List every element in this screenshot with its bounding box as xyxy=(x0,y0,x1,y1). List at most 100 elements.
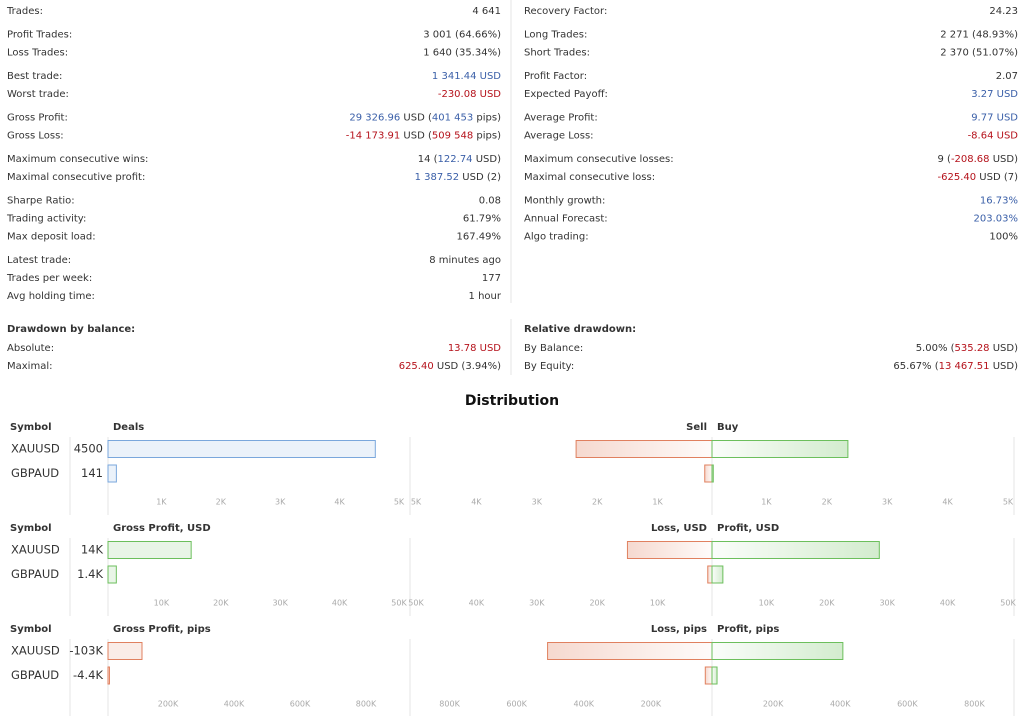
section-title: Distribution xyxy=(465,393,559,409)
x-tick-label: 5K xyxy=(394,498,405,507)
stat-value: 24.23 xyxy=(989,6,1018,17)
x-tick-label: 1K xyxy=(156,498,167,507)
bar xyxy=(107,642,143,660)
x-tick-label: 50K xyxy=(391,599,407,608)
x-tick-label: 4K xyxy=(334,498,345,507)
x-tick-label: 50K xyxy=(408,599,424,608)
x-tick-label: 1K xyxy=(761,498,772,507)
bar xyxy=(704,464,713,483)
stat-value: 16.73% xyxy=(980,196,1018,207)
stat-value: 9 (-208.68 USD) xyxy=(937,154,1018,165)
value-part: -230.08 USD xyxy=(438,89,501,100)
value-part: pips) xyxy=(473,113,501,124)
stat-value: -625.40 USD (7) xyxy=(938,172,1019,183)
stat-value: 14 (122.74 USD) xyxy=(418,154,501,165)
x-tick-label: 200K xyxy=(763,700,784,709)
bar xyxy=(711,464,714,483)
value-part: 167.49% xyxy=(457,232,502,243)
stat-label: Long Trades: xyxy=(524,30,587,41)
value-part: 1 387.52 xyxy=(415,172,460,183)
value-label: 4500 xyxy=(74,442,103,456)
stat-label: Maximum consecutive wins: xyxy=(7,154,148,165)
value-part: 8 minutes ago xyxy=(429,255,501,266)
value-part: 29 326.96 xyxy=(349,113,400,124)
bar xyxy=(711,541,880,559)
x-tick-label: 400K xyxy=(830,700,851,709)
value-part: -14 173.91 xyxy=(346,131,401,142)
x-tick-label: 4K xyxy=(471,498,482,507)
chart-title: Deals xyxy=(113,422,144,433)
stat-label: Gross Profit: xyxy=(7,113,68,124)
x-tick-label: 40K xyxy=(940,599,956,608)
x-tick-label: 20K xyxy=(819,599,835,608)
stat-value: 100% xyxy=(989,232,1018,243)
value-label: 14K xyxy=(81,543,104,557)
symbol: GBPAUD xyxy=(11,668,59,682)
x-tick-label: 600K xyxy=(506,700,527,709)
stat-label: Profit Factor: xyxy=(524,71,587,82)
x-tick-label: 2K xyxy=(592,498,603,507)
stat-value: 1 hour xyxy=(469,291,502,302)
stat-label: Absolute: xyxy=(7,343,54,354)
x-tick-label: 30K xyxy=(879,599,895,608)
value-part: 2 271 (48.93%) xyxy=(940,30,1018,41)
x-tick-label: 20K xyxy=(213,599,229,608)
stat-value: 2 370 (51.07%) xyxy=(940,48,1018,59)
value-part: 9 ( xyxy=(937,154,951,165)
bar xyxy=(107,464,117,483)
value-label: -103K xyxy=(69,644,103,658)
value-part: pips) xyxy=(473,131,501,142)
stat-label: Trades: xyxy=(6,6,43,17)
value-part: -208.68 xyxy=(951,154,990,165)
value-part: 5.00% ( xyxy=(916,343,955,354)
value-part: 1 hour xyxy=(469,291,502,302)
x-tick-label: 800K xyxy=(964,700,985,709)
stat-label: Best trade: xyxy=(7,71,62,82)
stat-label: Monthly growth: xyxy=(524,196,605,207)
stat-label: Trades per week: xyxy=(6,273,92,284)
x-tick-label: 10K xyxy=(154,599,170,608)
legend-label: Loss, USD xyxy=(651,523,707,534)
x-tick-label: 3K xyxy=(882,498,893,507)
value-part: 61.79% xyxy=(463,214,501,225)
value-part: 14 ( xyxy=(418,154,438,165)
stat-value: 8 minutes ago xyxy=(429,255,501,266)
stat-label: Trading activity: xyxy=(6,214,86,225)
x-tick-label: 200K xyxy=(641,700,662,709)
stat-value: 5.00% (535.28 USD) xyxy=(916,343,1018,354)
stat-value: -14 173.91 USD (509 548 pips) xyxy=(346,131,501,142)
value-part: 1 341.44 USD xyxy=(432,71,501,82)
value-part: 3.27 USD xyxy=(971,89,1018,100)
stat-label: Worst trade: xyxy=(7,89,69,100)
bar xyxy=(711,642,844,660)
stat-value: 177 xyxy=(482,273,501,284)
column-header: Symbol xyxy=(10,624,52,635)
value-part: 13.78 USD xyxy=(448,343,501,354)
stat-label: Average Profit: xyxy=(524,113,598,124)
value-part: USD (2) xyxy=(459,172,501,183)
stat-label: Gross Loss: xyxy=(7,131,64,142)
value-part: USD) xyxy=(990,343,1019,354)
value-part: 4 641 xyxy=(472,6,501,17)
value-part: 509 548 xyxy=(432,131,473,142)
value-part: USD) xyxy=(990,154,1019,165)
bar xyxy=(711,565,724,584)
x-tick-label: 800K xyxy=(356,700,377,709)
stat-label: Maximal: xyxy=(7,361,52,372)
legend-label: Buy xyxy=(717,422,739,433)
stat-value: 61.79% xyxy=(463,214,501,225)
value-part: 24.23 xyxy=(989,6,1018,17)
value-part: 3 001 (64.66%) xyxy=(423,30,501,41)
legend-label: Profit, USD xyxy=(717,523,779,534)
stat-label: Average Loss: xyxy=(524,131,594,142)
x-tick-label: 5K xyxy=(411,498,422,507)
stat-label: Max deposit load: xyxy=(7,232,96,243)
stat-value: 1 341.44 USD xyxy=(432,71,501,82)
value-part: 401 453 xyxy=(432,113,473,124)
value-label: 141 xyxy=(81,466,103,480)
x-tick-label: 400K xyxy=(574,700,595,709)
value-part: 203.03% xyxy=(974,214,1019,225)
stat-value: 2.07 xyxy=(996,71,1018,82)
stat-value: -230.08 USD xyxy=(438,89,501,100)
legend-label: Profit, pips xyxy=(717,624,779,635)
